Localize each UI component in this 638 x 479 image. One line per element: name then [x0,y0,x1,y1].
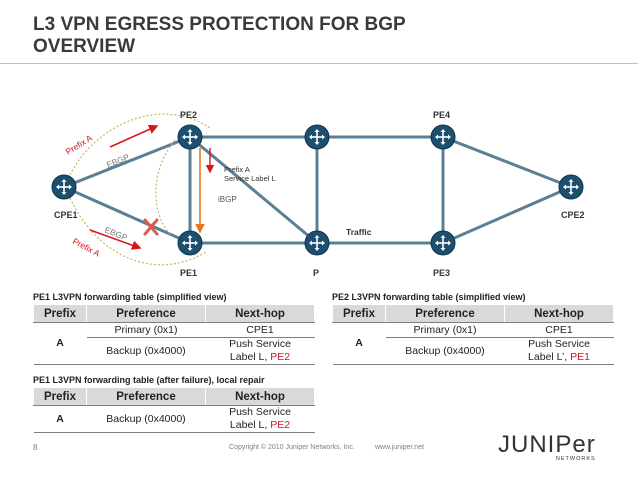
next-hop-router: PE2 [270,351,291,363]
cell-next-hop: Push Service Label L, PE2 [205,405,315,433]
cell-preference: Backup (0x4000) [86,405,206,433]
ebgp-session-top [69,113,211,176]
cell-preference: Primary (0x1) [86,322,206,338]
next-hop-router: PE1 [570,351,590,363]
network-links [63,135,572,245]
link-pe4-cpe2 [442,135,572,189]
cell-next-hop: CPE1 [504,322,614,338]
next-hop-label: Label L, [229,419,271,431]
cell-preference: Backup (0x4000) [385,337,505,365]
label-service-label: Service Label L [224,174,276,183]
next-hop-line-1: Push Service [528,338,590,350]
cell-next-hop: CPE1 [205,322,315,338]
header-prefix: Prefix [33,304,87,323]
pe2-forwarding-table-block: PE2 L3VPN forwarding table (simplified v… [332,292,614,365]
router-pe2-icon [177,124,203,150]
cell-next-hop: Push Service Label L’, PE1 [504,337,614,365]
router-pe4-icon [430,124,456,150]
pe1-failure-table-block: PE1 L3VPN forwarding table (after failur… [33,375,315,433]
label-prefix-a-bottom: Prefix A [71,236,102,259]
router-pe3-icon [430,230,456,256]
label-cpe2: CPE2 [561,210,585,220]
pe1-failure-table-caption: PE1 L3VPN forwarding table (after failur… [33,375,265,385]
title-line-2: OVERVIEW [33,36,136,57]
header-next-hop: Next-hop [504,304,614,323]
router-cpe2-icon [558,174,584,200]
label-ibgp: iBGP [218,195,237,204]
next-hop-label: Label L’, [528,351,571,363]
juniper-logo: JUNIPer NETWORKS [498,431,596,463]
footer-url[interactable]: www.juniper.net [375,444,425,451]
prefix-arrow-bottom [89,229,142,250]
prefix-arrow-top [109,124,159,148]
header-prefix: Prefix [33,387,87,406]
table-row: Backup (0x4000) Push Service Label L, PE… [34,337,315,365]
table-row: A Primary (0x1) CPE1 [332,322,614,365]
label-prefix-a-service: Prefix A [224,165,250,174]
pe1-failure-forwarding-table: Prefix Preference Next-hop A Backup (0x4… [33,387,315,433]
label-traffic: Traffic [346,227,372,237]
table-header-row: Prefix Preference Next-hop [33,304,315,323]
link-failure-icon [143,218,159,236]
table-row: A Primary (0x1) CPE1 [33,322,315,365]
pe1-forwarding-table-block: PE1 L3VPN forwarding table (simplified v… [33,292,315,365]
pe2-table-caption: PE2 L3VPN forwarding table (simplified v… [332,292,526,302]
label-pe3: PE3 [433,268,450,278]
cell-preference: Primary (0x1) [385,322,505,338]
logo-wordmark: JUNIPer [498,431,596,458]
header-next-hop: Next-hop [205,304,315,323]
router-p-icon [304,230,330,256]
cell-prefix: A [332,322,386,365]
label-pe4: PE4 [433,110,450,120]
cell-next-hop: Push Service Label L, PE2 [205,337,315,365]
link-pe3-cpe2 [442,185,572,245]
router-cpe1-icon [51,174,77,200]
next-hop-router: PE2 [270,419,291,431]
title-divider [0,63,638,64]
cell-preference: Backup (0x4000) [86,337,206,365]
header-prefix: Prefix [332,304,386,323]
next-hop-line-2: Label L’, PE1 [507,351,612,364]
router-pe1-icon [177,230,203,256]
next-hop-line-1: Push Service [229,338,291,350]
pe1-forwarding-table: Prefix Preference Next-hop A Primary (0x… [33,304,315,365]
table-row: A Backup (0x4000) Push Service Label L, … [33,405,315,433]
title-line-1: L3 VPN EGRESS PROTECTION FOR BGP [33,14,406,35]
table-row: Backup (0x4000) Push Service Label L’, P… [333,337,614,365]
next-hop-line-1: Push Service [229,406,291,418]
link-cpe1-pe2 [63,135,191,189]
label-p: P [313,268,319,278]
label-cpe1: CPE1 [54,210,78,220]
next-hop-label: Label L, [229,351,271,363]
table-header-row: Prefix Preference Next-hop [332,304,614,323]
table-header-row: Prefix Preference Next-hop [33,387,315,406]
label-pe2: PE2 [180,110,197,120]
header-preference: Preference [86,304,206,323]
label-prefix-a-top: Prefix A [64,133,94,157]
ebgp-session-bottom [69,197,207,266]
pe1-table-caption: PE1 L3VPN forwarding table (simplified v… [33,292,227,302]
footer-copyright: Copyright © 2010 Juniper Networks, Inc. [229,444,355,451]
logo-subtitle: NETWORKS [555,456,596,462]
router-p2-icon [304,124,330,150]
slide-title: L3 VPN EGRESS PROTECTION FOR BGP OVERVIE… [33,14,406,58]
pe2-forwarding-table: Prefix Preference Next-hop A Primary (0x… [332,304,614,365]
cell-prefix: A [33,405,87,433]
ibgp-session [155,139,176,237]
next-hop-line-2: Label L, PE2 [208,351,313,364]
page-number: 8 [33,443,38,452]
cell-prefix: A [33,322,87,365]
label-pe1: PE1 [180,268,197,278]
next-hop-line-2: Label L, PE2 [208,419,313,432]
header-preference: Preference [385,304,505,323]
header-preference: Preference [86,387,206,406]
network-diagram: PE2 PE4 CPE1 CPE2 PE1 P PE3 Prefix A EBG… [51,110,585,278]
link-pe2-p [189,135,318,245]
header-next-hop: Next-hop [205,387,315,406]
